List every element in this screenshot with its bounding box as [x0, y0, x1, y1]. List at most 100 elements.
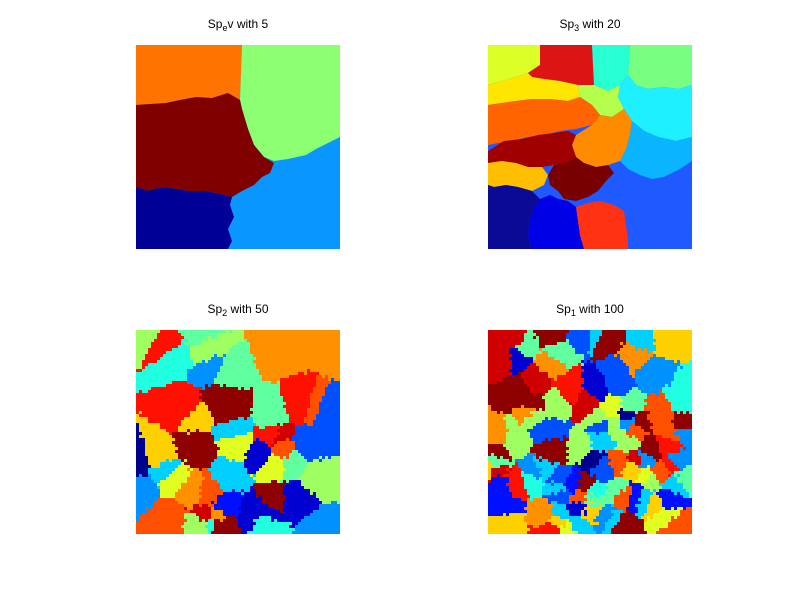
segment-pixel: [277, 348, 281, 352]
segment-pixel: [229, 381, 233, 385]
segment-pixel: [166, 393, 170, 397]
segment-pixel: [256, 519, 260, 523]
segment-pixel: [217, 525, 221, 529]
segment-pixel: [190, 465, 194, 469]
segment-pixel: [298, 483, 302, 487]
segment-pixel: [241, 333, 245, 337]
segment-pixel: [169, 489, 173, 493]
segment-pixel: [184, 348, 188, 352]
segment-pixel: [569, 336, 573, 340]
segment-pixel: [229, 477, 233, 481]
segment-pixel: [250, 336, 254, 340]
segment-pixel: [265, 501, 269, 505]
segment-pixel: [310, 441, 314, 445]
segment-pixel: [166, 345, 170, 349]
segment-pixel: [286, 519, 290, 523]
segment-pixel: [208, 477, 212, 481]
segment-pixel: [196, 510, 200, 514]
segment-pixel: [211, 426, 215, 430]
segment-pixel: [494, 330, 498, 334]
segment-pixel: [292, 489, 296, 493]
segment-pixel: [292, 492, 296, 496]
segment-pixel: [268, 465, 272, 469]
segment-pixel: [187, 357, 191, 361]
segment-pixel: [259, 423, 263, 427]
segment-pixel: [277, 426, 281, 430]
segment-pixel: [337, 411, 340, 415]
segment-pixel: [190, 372, 194, 376]
segment-pixel: [557, 339, 561, 343]
segment-pixel: [545, 333, 549, 337]
segment-pixel: [160, 510, 164, 514]
segment-pixel: [172, 501, 176, 505]
segment-pixel: [301, 435, 305, 439]
segment-pixel: [244, 402, 248, 406]
segment-pixel: [154, 444, 158, 448]
segment-pixel: [322, 375, 326, 379]
segment-pixel: [259, 432, 263, 436]
segment-pixel: [283, 513, 287, 517]
segment-pixel: [148, 336, 152, 340]
segment-pixel: [220, 492, 224, 496]
segment-pixel: [262, 447, 266, 451]
segment-pixel: [262, 360, 266, 364]
segment-pixel: [274, 405, 278, 409]
segment-pixel: [190, 525, 194, 529]
segment-pixel: [175, 417, 179, 421]
segment-pixel: [277, 519, 281, 523]
segment-pixel: [187, 381, 191, 385]
segment-pixel: [163, 366, 167, 370]
segment-pixel: [148, 450, 152, 454]
segment-pixel: [292, 486, 296, 490]
segment-pixel: [238, 468, 242, 472]
segment-pixel: [292, 462, 296, 466]
segment-pixel: [238, 504, 242, 508]
segment-pixel: [199, 339, 203, 343]
segment-pixel: [292, 420, 296, 424]
segment-pixel: [223, 441, 227, 445]
segment-pixel: [277, 468, 281, 472]
segment-pixel: [509, 336, 513, 340]
segment-pixel: [241, 519, 245, 523]
segment-pixel: [220, 351, 224, 355]
segment-pixel: [277, 393, 281, 397]
segment-pixel: [232, 453, 236, 457]
title-rest: with 50: [227, 302, 269, 316]
segment-pixel: [142, 465, 146, 469]
segment-pixel: [229, 345, 233, 349]
segment-pixel: [322, 360, 326, 364]
segment-pixel: [337, 477, 340, 481]
segment-pixel: [334, 519, 338, 523]
segment-pixel: [154, 498, 158, 502]
segment-pixel: [238, 525, 242, 529]
segment-pixel: [286, 492, 290, 496]
segment-pixel: [262, 342, 266, 346]
segment-pixel: [253, 399, 257, 403]
segment-pixel: [253, 429, 257, 433]
segment-pixel: [235, 366, 239, 370]
segment-pixel: [337, 498, 340, 502]
segment-pixel: [259, 450, 263, 454]
segment-pixel: [256, 516, 260, 520]
segment-pixel: [181, 369, 185, 373]
segment-pixel: [157, 348, 161, 352]
segment-pixel: [139, 510, 143, 514]
segment-pixel: [172, 372, 176, 376]
segment-pixel: [190, 429, 194, 433]
segment-pixel: [331, 333, 335, 337]
segment-pixel: [196, 369, 200, 373]
segment-pixel: [301, 336, 305, 340]
segment-pixel: [253, 432, 257, 436]
segment-pixel: [581, 336, 585, 340]
segment-pixel: [256, 465, 260, 469]
segment-pixel: [265, 393, 269, 397]
segment-pixel: [247, 369, 251, 373]
segment-pixel: [199, 396, 203, 400]
segment-pixel: [271, 459, 275, 463]
segment-pixel: [247, 474, 251, 478]
segment-pixel: [151, 438, 155, 442]
segment-pixel: [337, 426, 340, 430]
segment-pixel: [148, 339, 152, 343]
segment-pixel: [250, 453, 254, 457]
segment-pixel: [301, 441, 305, 445]
